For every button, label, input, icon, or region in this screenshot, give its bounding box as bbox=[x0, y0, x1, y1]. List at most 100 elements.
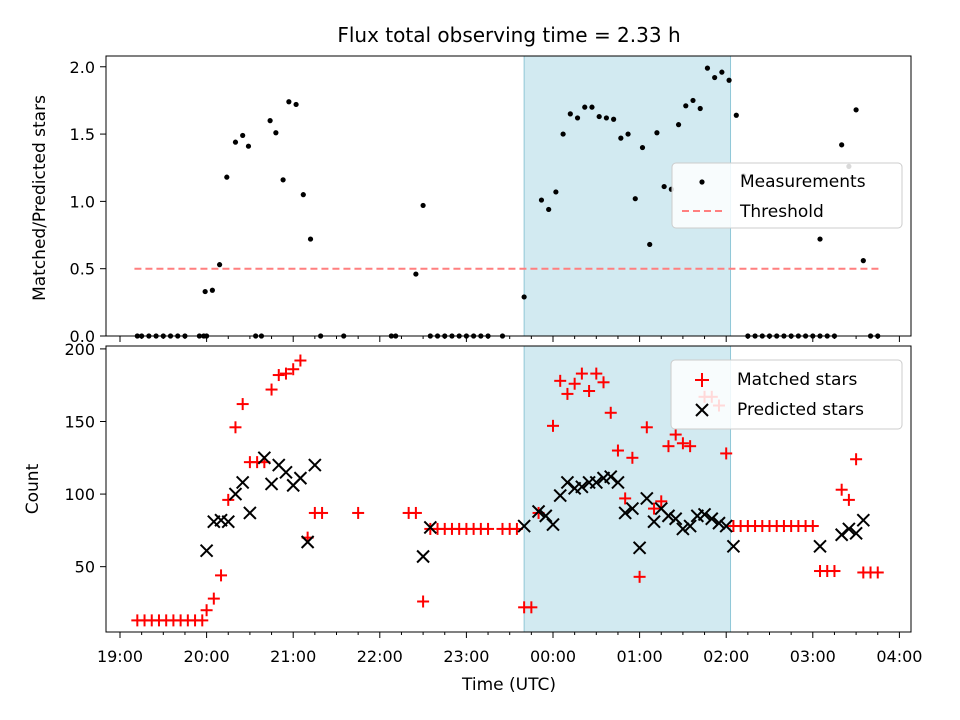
matched-star-point bbox=[583, 385, 596, 398]
legend-predicted-label: Predicted stars bbox=[737, 400, 864, 420]
predicted-star-point bbox=[849, 526, 863, 540]
top-y-tick-label: 1.0 bbox=[70, 192, 95, 211]
matched-star-point bbox=[352, 506, 365, 519]
measurement-point bbox=[690, 97, 696, 104]
matched-star-point bbox=[626, 451, 639, 464]
measurement-point bbox=[240, 132, 246, 139]
measurement-point bbox=[704, 65, 711, 71]
bottom-y-tick-label: 50 bbox=[75, 558, 95, 577]
predicted-star-point bbox=[705, 512, 719, 526]
predicted-star-point bbox=[661, 509, 676, 523]
matched-star-point bbox=[835, 483, 848, 496]
matched-star-point bbox=[648, 502, 661, 515]
predicted-star-point bbox=[235, 475, 250, 490]
measurement-point bbox=[860, 258, 866, 264]
predicted-star-point bbox=[632, 541, 647, 555]
x-tick-label: 04:00 bbox=[876, 647, 922, 666]
x-tick-label: 23:00 bbox=[443, 647, 489, 666]
measurement-point bbox=[603, 115, 610, 121]
top-y-label: Matched/Predicted stars bbox=[30, 95, 50, 301]
predicted-star-point bbox=[575, 480, 589, 494]
chart-title: Flux total observing time = 2.33 h bbox=[337, 23, 680, 47]
legend-predicted-marker bbox=[695, 403, 709, 417]
measurement-point bbox=[245, 143, 252, 149]
predicted-star-point bbox=[611, 475, 625, 490]
top-y-axis: 0.0 0.5 1.0 1.5 2.0 bbox=[70, 58, 106, 346]
bottom-y-axis: 50 100 150 200 bbox=[64, 340, 106, 577]
measurement-point bbox=[596, 113, 602, 120]
matched-star-point bbox=[554, 374, 567, 387]
matched-star-point bbox=[265, 383, 278, 396]
matched-star-point bbox=[640, 421, 653, 434]
legend-measurements-marker bbox=[699, 179, 705, 185]
predicted-star-point bbox=[308, 458, 322, 472]
legend-matched-label: Matched stars bbox=[737, 370, 857, 390]
x-tick-label: 20:00 bbox=[184, 647, 230, 666]
matched-star-point bbox=[215, 569, 228, 582]
measurement-point bbox=[719, 69, 725, 75]
bottom-axes-frame bbox=[105, 345, 912, 633]
predicted-star-point bbox=[423, 520, 438, 535]
predicted-star-point bbox=[618, 506, 632, 520]
measurement-point bbox=[712, 74, 718, 81]
top-y-tick-label: 2.0 bbox=[70, 58, 95, 77]
predicted-star-point bbox=[640, 491, 654, 506]
measurement-point bbox=[611, 116, 617, 122]
predicted-star-point bbox=[221, 514, 235, 529]
matched-star-point bbox=[842, 493, 855, 506]
top-legend: Measurements Threshold bbox=[671, 162, 903, 229]
measurement-point bbox=[675, 122, 682, 128]
legend-threshold-label: Threshold bbox=[739, 202, 824, 222]
matched-star-point bbox=[676, 437, 689, 450]
bottom-y-tick-label: 100 bbox=[64, 485, 95, 504]
matched-star-point bbox=[568, 377, 581, 390]
bottom-points bbox=[131, 354, 884, 627]
legend-matched-marker bbox=[695, 373, 709, 387]
matched-star-point bbox=[229, 421, 242, 434]
matched-star-point bbox=[597, 376, 610, 389]
predicted-star-point bbox=[589, 475, 604, 490]
predicted-star-point bbox=[293, 471, 308, 485]
measurement-point bbox=[280, 177, 286, 183]
matched-star-point bbox=[236, 398, 249, 411]
matched-star-point bbox=[604, 406, 617, 419]
top-points bbox=[134, 65, 881, 339]
bottom-y-tick-label: 200 bbox=[64, 340, 95, 359]
bottom-legend: Matched stars Predicted stars bbox=[670, 359, 903, 430]
x-tick-label: 21:00 bbox=[270, 647, 316, 666]
measurement-point bbox=[654, 130, 660, 136]
top-y-tick-label: 1.5 bbox=[70, 125, 95, 144]
measurement-point bbox=[307, 236, 314, 242]
matched-star-point bbox=[828, 565, 841, 578]
predicted-star-point bbox=[719, 519, 733, 533]
matched-star-point bbox=[633, 570, 646, 583]
matched-star-point bbox=[547, 419, 559, 432]
measurement-point bbox=[521, 294, 527, 300]
matched-star-point bbox=[482, 522, 495, 535]
matched-star-point bbox=[590, 367, 603, 380]
predicted-star-point bbox=[279, 465, 293, 480]
matched-star-point bbox=[417, 595, 430, 608]
measurement-point bbox=[697, 105, 703, 112]
matched-star-point bbox=[279, 367, 292, 380]
matched-star-point bbox=[222, 493, 235, 506]
top-y-tick-label: 0.0 bbox=[70, 327, 95, 346]
measurement-point bbox=[589, 104, 595, 110]
matched-star-point bbox=[316, 506, 329, 519]
matched-star-point bbox=[207, 592, 220, 605]
top-y-tick-label: 0.5 bbox=[70, 260, 95, 279]
measurement-point bbox=[661, 183, 667, 190]
predicted-star-point bbox=[726, 539, 741, 554]
bottom-legend-box bbox=[670, 359, 903, 430]
predicted-star-point bbox=[676, 522, 690, 536]
predicted-star-point bbox=[264, 477, 279, 491]
measurement-point bbox=[202, 288, 208, 295]
matched-star-point bbox=[684, 440, 697, 453]
measurement-point bbox=[413, 271, 419, 277]
measurement-point bbox=[546, 206, 552, 213]
predicted-star-point bbox=[531, 504, 546, 519]
matched-star-point bbox=[611, 444, 624, 457]
measurement-point bbox=[839, 142, 845, 148]
x-tick-label: 22:00 bbox=[357, 647, 403, 666]
